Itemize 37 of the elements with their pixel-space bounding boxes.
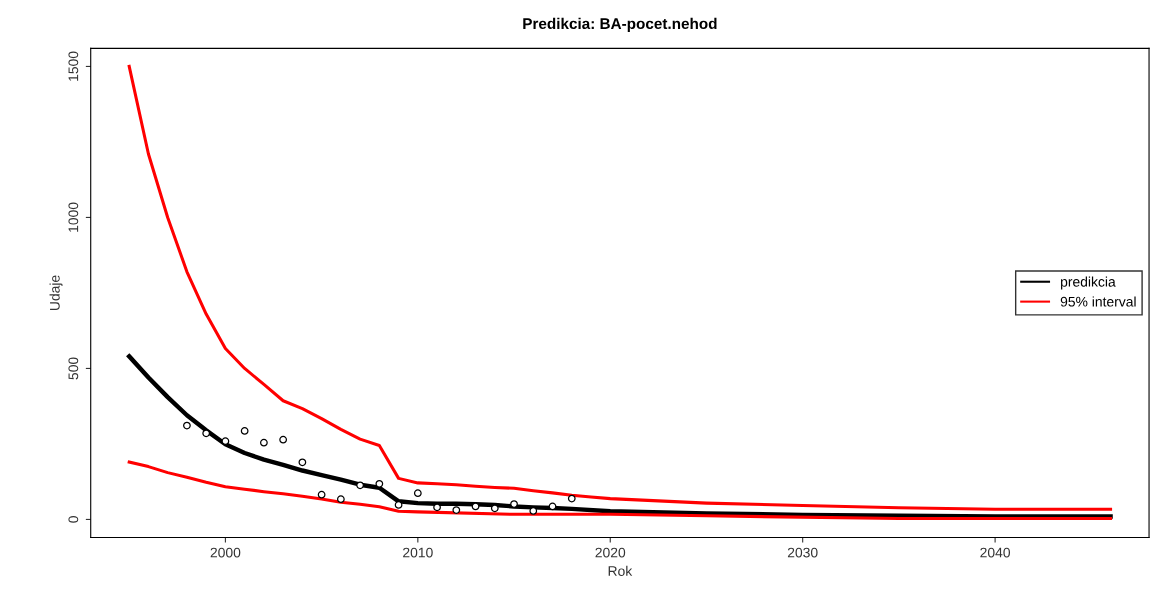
point [510, 500, 518, 508]
x-tick-label: 2000 [210, 547, 241, 558]
legend-label: predikcia [1061, 276, 1116, 290]
point [471, 502, 480, 511]
y-axis-title: Udaje [49, 275, 63, 311]
y-tick-label: 500 [68, 357, 79, 380]
line-series [126, 354, 1113, 519]
point [298, 458, 307, 467]
x-tick-label: 2030 [787, 547, 818, 558]
point [433, 503, 441, 512]
y-tick-label: 1000 [68, 202, 79, 232]
point [548, 502, 557, 511]
point [529, 507, 538, 515]
point [413, 489, 422, 498]
point [336, 495, 345, 504]
y-tick-label: 0 [68, 516, 79, 523]
point [202, 429, 211, 438]
point [279, 435, 288, 444]
point [260, 438, 268, 447]
point [452, 506, 461, 514]
point [394, 501, 403, 509]
x-tick-label: 2020 [595, 547, 626, 558]
point [240, 427, 249, 435]
point [490, 504, 499, 513]
chart-title: Predikcia: BA-pocet.nehod [523, 17, 717, 33]
x-tick-label: 2040 [980, 547, 1011, 558]
line-series [127, 460, 1113, 521]
legend-label: 95% interval [1060, 296, 1136, 307]
point [356, 481, 364, 490]
point [317, 490, 326, 499]
y-tick-label: 1500 [68, 51, 79, 81]
x-axis-title: Rok [608, 565, 633, 576]
point [375, 479, 384, 488]
point [567, 494, 576, 503]
point [183, 421, 191, 430]
point [221, 437, 230, 446]
x-tick-label: 2010 [403, 547, 433, 558]
